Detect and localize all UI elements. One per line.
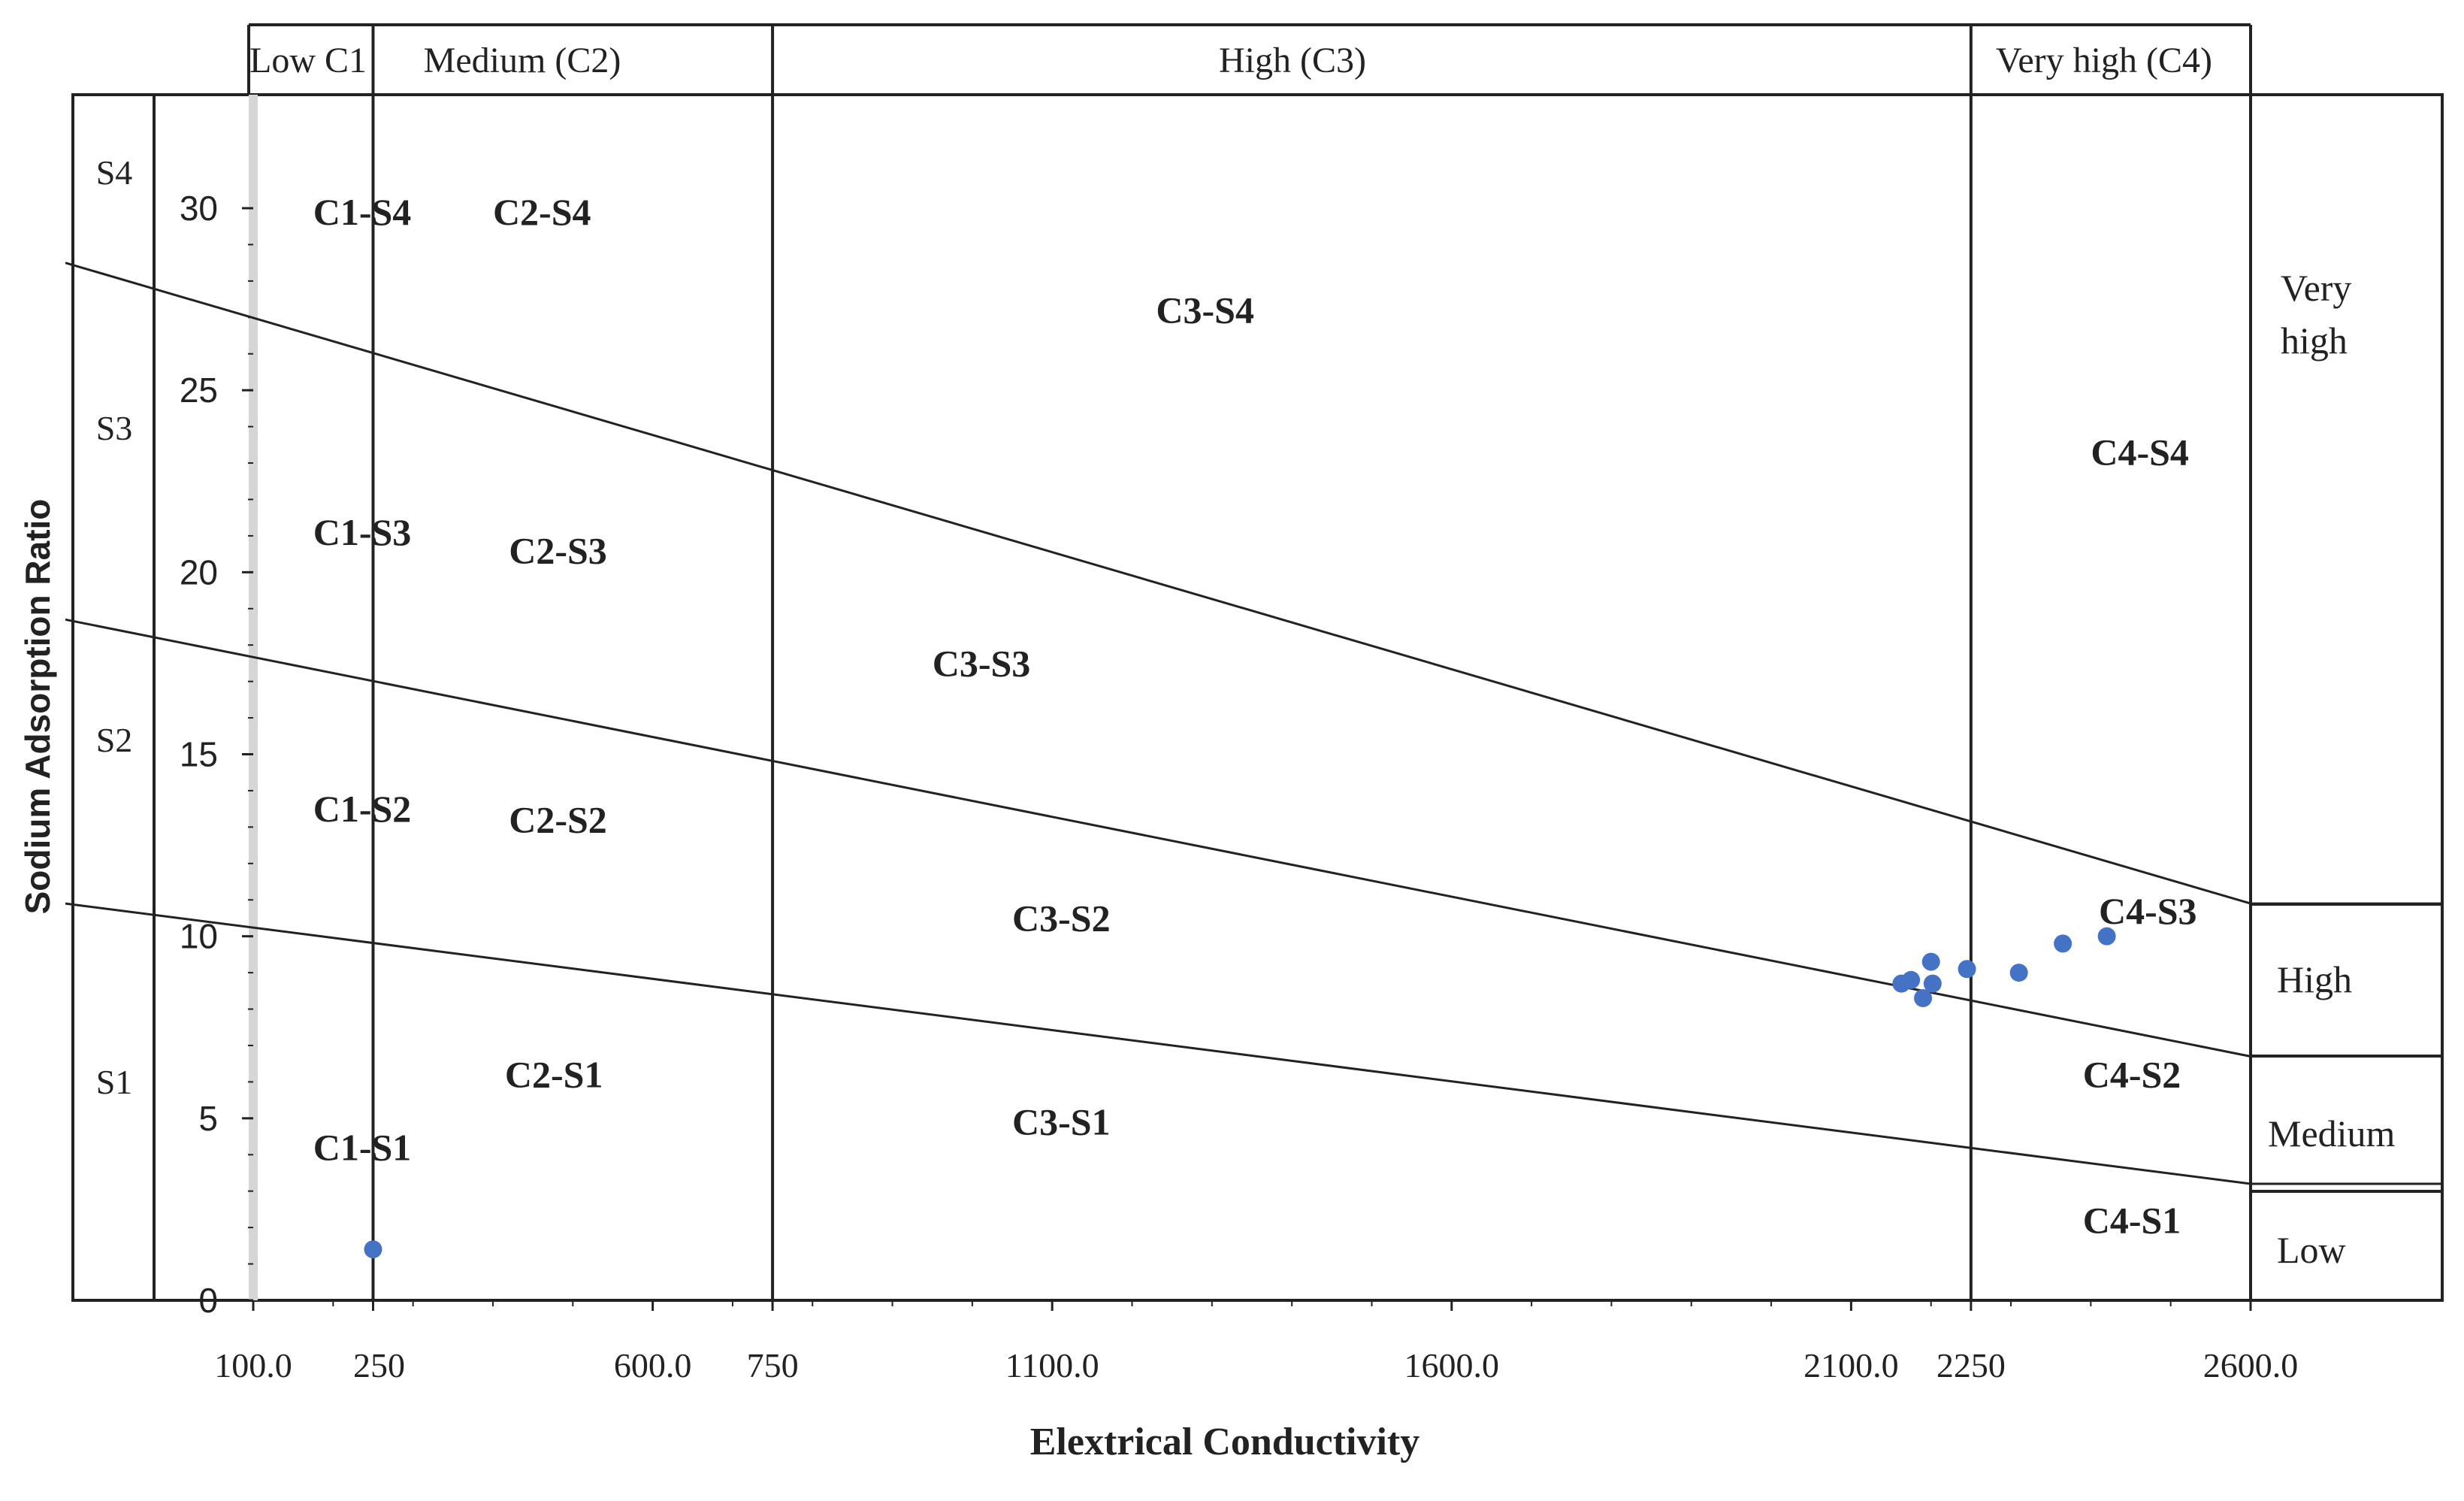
data-points [364, 927, 2116, 1259]
y-tick-label: 0 [198, 1281, 218, 1320]
region-label: C4-S3 [2099, 890, 2197, 932]
region-label: C1-S3 [313, 511, 412, 553]
sodium-hazard-right-label: Very high [2281, 267, 2351, 362]
conductivity-class-labels: Low C1 Medium (C2) High (C3) Very high (C4) [249, 41, 2212, 80]
y-tick-label: 25 [180, 371, 218, 410]
plot-border [71, 93, 2444, 1302]
region-label: C2-S4 [493, 191, 591, 233]
hazard-label-line: high [2281, 319, 2348, 362]
y-tick-label: 20 [180, 552, 218, 592]
region-label: C2-S3 [509, 529, 607, 571]
region-label: C2-S2 [509, 799, 607, 841]
region-label: C3-S4 [1156, 289, 1254, 331]
sodium-hazard-right-label: Low [2277, 1229, 2346, 1271]
region-label: C2-S1 [505, 1054, 603, 1096]
region-label: C4-S2 [2083, 1054, 2181, 1096]
sodium-hazard-left-label: S3 [96, 409, 133, 447]
data-point [1914, 989, 1933, 1008]
sodium-hazard-left-label: S2 [96, 721, 133, 759]
x-axis-label: Elextrical Conductivity [1030, 1421, 1420, 1463]
region-label: C1-S1 [313, 1127, 412, 1169]
x-tick-label: 600.0 [614, 1346, 692, 1384]
data-point [1958, 960, 1976, 979]
sodium-hazard-left-label: S1 [96, 1063, 133, 1101]
data-point [1923, 974, 1942, 993]
sodium-hazard-left-label: S4 [96, 153, 133, 192]
x-tick-label: 2600.0 [2203, 1346, 2299, 1384]
data-point [2009, 964, 2028, 982]
hazard-label-line: Very [2281, 267, 2351, 309]
y-tick-label: 15 [180, 735, 218, 774]
sar-boundary-line [65, 618, 2251, 1058]
y-axis-band [249, 95, 258, 1300]
conductivity-class-label: High (C3) [1219, 41, 1366, 80]
sodium-hazard-labels: S4 S3 S2 S1 Very high High Medium Low [96, 153, 2396, 1271]
data-point [1902, 970, 1921, 989]
conductivity-class-label: Medium (C2) [424, 41, 621, 80]
x-tick-label: 2250 [1936, 1346, 2006, 1384]
data-point [1921, 952, 1940, 971]
axis-ticks: 0 5 10 15 20 25 30 100.0 250 600.0 750 1100.0 1600.0… [180, 189, 2298, 1384]
sodium-hazard-right-label: High [2277, 958, 2352, 1000]
region-label: C4-S1 [2083, 1199, 2181, 1241]
sar-boundary-line [65, 902, 2251, 1185]
data-point [2054, 934, 2072, 953]
x-tick-label: 2100.0 [1803, 1346, 1899, 1384]
y-tick-label: 30 [180, 189, 218, 228]
x-tick-label: 1600.0 [1404, 1346, 1500, 1384]
boundary-lines [65, 262, 2442, 1185]
region-label: C1-S2 [313, 788, 412, 830]
y-tick-label: 10 [180, 917, 218, 956]
data-point [2097, 927, 2116, 946]
data-point [364, 1240, 382, 1259]
sar-boundary-line [65, 262, 2251, 905]
region-label: C1-S4 [313, 191, 412, 233]
region-label: C3-S2 [1012, 897, 1111, 939]
region-label: C3-S1 [1012, 1101, 1111, 1143]
x-tick-label: 750 [747, 1346, 799, 1384]
region-labels: C1-S4 C2-S4 C3-S4 C4-S4 C1-S3 C2-S3 C3-S3 C4-S3… [313, 191, 2197, 1242]
region-label: C3-S3 [933, 642, 1031, 684]
y-axis-label: Sodium Adsorption Ratio [18, 499, 57, 915]
x-tick-label: 250 [353, 1346, 405, 1384]
y-tick-label: 5 [198, 1099, 218, 1138]
chart-frame [71, 23, 2444, 1302]
sodium-hazard-right-label: Medium [2268, 1112, 2396, 1154]
conductivity-class-label: Low C1 [249, 41, 367, 80]
conductivity-class-label: Very high (C4) [1996, 41, 2212, 80]
region-label: C4-S4 [2091, 431, 2189, 474]
x-tick-label: 1100.0 [1005, 1346, 1099, 1384]
x-tick-label: 100.0 [214, 1346, 292, 1384]
